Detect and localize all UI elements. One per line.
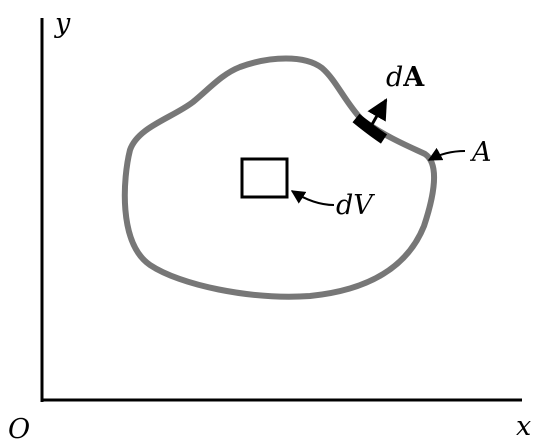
area-label-vector: A xyxy=(402,62,425,93)
y-axis-label: y xyxy=(54,8,71,39)
volume-element-box xyxy=(240,157,289,199)
area-element-label: dA xyxy=(386,62,425,93)
volume-label: dV xyxy=(336,190,375,221)
origin-label: O xyxy=(8,414,30,445)
volume-pointer-arrow xyxy=(290,190,335,206)
surface-label: A xyxy=(469,137,492,168)
area-element-patch xyxy=(352,113,388,144)
surface-pointer-arrow xyxy=(427,147,466,161)
area-normal-arrow xyxy=(367,98,388,129)
closed-surface-boundary xyxy=(121,55,438,300)
area-label-prefix: d xyxy=(386,62,403,93)
x-axis-label: x xyxy=(516,411,531,442)
